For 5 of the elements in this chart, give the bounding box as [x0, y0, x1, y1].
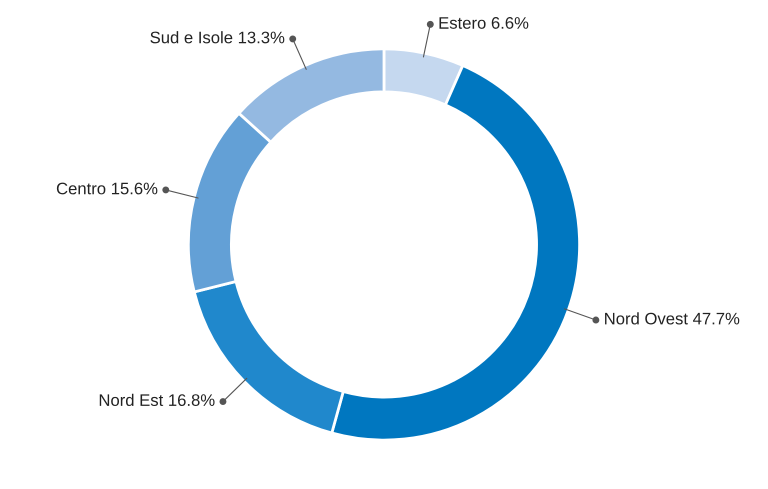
slice-label: Estero 6.6% — [440, 17, 528, 29]
slice-label: Nord Ovest 47.7% — [605, 312, 740, 325]
slice-label: Sud e Isole 13.3% — [150, 31, 284, 44]
slice-label: Centro 15.6% — [56, 182, 158, 194]
slice-label: Nord Est 16.8% — [100, 394, 215, 406]
